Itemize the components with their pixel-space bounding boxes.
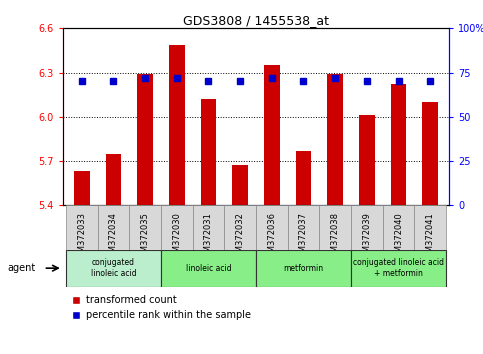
FancyBboxPatch shape bbox=[319, 205, 351, 250]
FancyBboxPatch shape bbox=[66, 205, 98, 250]
Bar bbox=[359, 115, 375, 205]
Bar bbox=[296, 151, 312, 205]
Text: GSM372034: GSM372034 bbox=[109, 212, 118, 263]
Text: GSM372031: GSM372031 bbox=[204, 212, 213, 263]
Bar bbox=[169, 45, 185, 205]
Text: GSM372036: GSM372036 bbox=[267, 212, 276, 263]
Text: GSM372032: GSM372032 bbox=[236, 212, 245, 263]
Legend: transformed count, percentile rank within the sample: transformed count, percentile rank withi… bbox=[68, 292, 255, 324]
FancyBboxPatch shape bbox=[66, 250, 161, 287]
Bar bbox=[327, 74, 343, 205]
Bar bbox=[264, 65, 280, 205]
FancyBboxPatch shape bbox=[193, 205, 224, 250]
Text: GSM372030: GSM372030 bbox=[172, 212, 181, 263]
Text: GSM372033: GSM372033 bbox=[77, 212, 86, 263]
Text: conjugated
linoleic acid: conjugated linoleic acid bbox=[91, 258, 136, 278]
FancyBboxPatch shape bbox=[161, 250, 256, 287]
FancyBboxPatch shape bbox=[351, 250, 446, 287]
Bar bbox=[137, 74, 153, 205]
Bar bbox=[74, 171, 90, 205]
FancyBboxPatch shape bbox=[351, 205, 383, 250]
Text: metformin: metformin bbox=[284, 264, 324, 273]
Bar bbox=[200, 99, 216, 205]
FancyBboxPatch shape bbox=[161, 205, 193, 250]
FancyBboxPatch shape bbox=[129, 205, 161, 250]
FancyBboxPatch shape bbox=[383, 205, 414, 250]
Text: conjugated linoleic acid
+ metformin: conjugated linoleic acid + metformin bbox=[353, 258, 444, 278]
Bar bbox=[232, 166, 248, 205]
FancyBboxPatch shape bbox=[256, 205, 288, 250]
Text: GSM372037: GSM372037 bbox=[299, 212, 308, 263]
Text: GSM372041: GSM372041 bbox=[426, 212, 435, 263]
Bar bbox=[391, 84, 406, 205]
FancyBboxPatch shape bbox=[288, 205, 319, 250]
Text: linoleic acid: linoleic acid bbox=[185, 264, 231, 273]
FancyBboxPatch shape bbox=[98, 205, 129, 250]
FancyBboxPatch shape bbox=[256, 250, 351, 287]
Text: GSM372039: GSM372039 bbox=[362, 212, 371, 263]
Text: GSM372035: GSM372035 bbox=[141, 212, 150, 263]
Bar bbox=[106, 154, 121, 205]
FancyBboxPatch shape bbox=[224, 205, 256, 250]
Text: GSM372038: GSM372038 bbox=[331, 212, 340, 263]
Text: GSM372040: GSM372040 bbox=[394, 212, 403, 263]
FancyBboxPatch shape bbox=[414, 205, 446, 250]
Bar bbox=[422, 102, 438, 205]
Title: GDS3808 / 1455538_at: GDS3808 / 1455538_at bbox=[183, 14, 329, 27]
Text: agent: agent bbox=[8, 263, 36, 273]
